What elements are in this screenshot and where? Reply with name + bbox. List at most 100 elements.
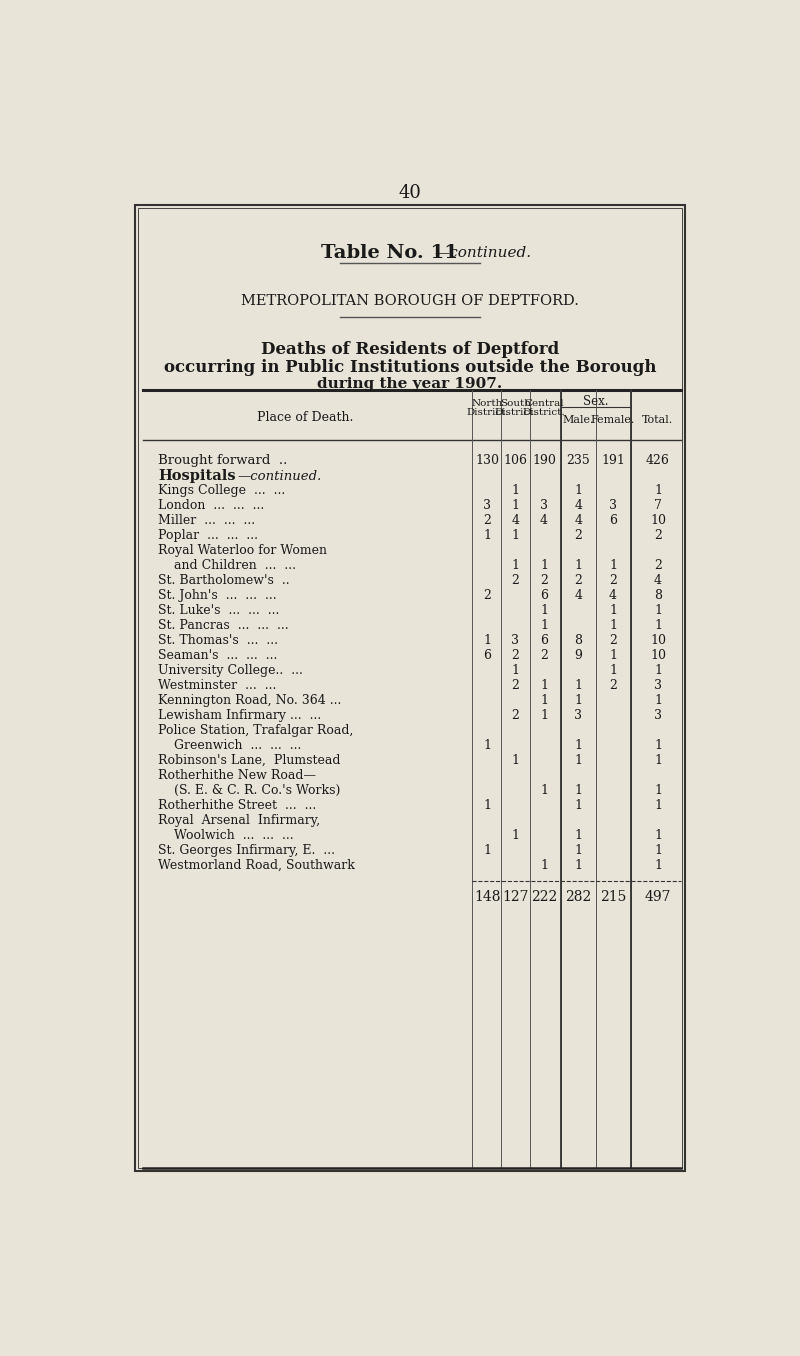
Text: Police Station, Trafalgar Road,: Police Station, Trafalgar Road,	[158, 724, 354, 738]
Text: 2: 2	[511, 679, 519, 692]
Text: 1: 1	[654, 845, 662, 857]
Text: Westmorland Road, Southwark: Westmorland Road, Southwark	[158, 860, 355, 872]
Text: 2: 2	[654, 529, 662, 542]
Text: Miller  ...  ...  ...: Miller ... ... ...	[158, 514, 255, 527]
Text: Total.: Total.	[642, 415, 674, 424]
Text: 215: 215	[600, 890, 626, 903]
Text: 1: 1	[654, 484, 662, 496]
Text: —continued.: —continued.	[435, 245, 532, 260]
Text: Sex.: Sex.	[583, 395, 608, 408]
Text: 8: 8	[654, 589, 662, 602]
Text: 1: 1	[574, 679, 582, 692]
Text: Central: Central	[524, 399, 564, 408]
Text: 148: 148	[474, 890, 501, 903]
Text: 7: 7	[654, 499, 662, 511]
Text: 1: 1	[483, 799, 491, 812]
Text: 1: 1	[511, 559, 519, 572]
Text: 1: 1	[511, 754, 519, 767]
Text: 1: 1	[511, 664, 519, 677]
Bar	[138, 209, 682, 1169]
Text: 1: 1	[540, 860, 548, 872]
Text: District.: District.	[494, 408, 537, 416]
Text: 426: 426	[646, 454, 670, 466]
Text: 3: 3	[511, 635, 519, 647]
Text: 1: 1	[609, 664, 617, 677]
Text: and Children  ...  ...: and Children ... ...	[158, 559, 296, 572]
Text: 235: 235	[566, 454, 590, 466]
Text: 6: 6	[540, 589, 548, 602]
Text: —continued.: —continued.	[238, 469, 322, 483]
Text: 1: 1	[574, 694, 582, 706]
Text: 1: 1	[654, 784, 662, 797]
Text: 2: 2	[540, 650, 548, 662]
Text: 1: 1	[574, 845, 582, 857]
Text: University College..  ...: University College.. ...	[158, 664, 303, 677]
Text: 9: 9	[574, 650, 582, 662]
Text: 1: 1	[540, 603, 548, 617]
Text: METROPOLITAN BOROUGH OF DEPTFORD.: METROPOLITAN BOROUGH OF DEPTFORD.	[241, 294, 579, 308]
Text: 40: 40	[398, 184, 422, 202]
Text: 2: 2	[540, 574, 548, 587]
Text: 2: 2	[511, 650, 519, 662]
Text: Poplar  ...  ...  ...: Poplar ... ... ...	[158, 529, 258, 542]
Text: 6: 6	[540, 635, 548, 647]
Text: 3: 3	[574, 709, 582, 721]
Text: Lewisham Infirmary ...  ...: Lewisham Infirmary ... ...	[158, 709, 322, 721]
Text: 8: 8	[574, 635, 582, 647]
Text: 1: 1	[574, 829, 582, 842]
Text: 1: 1	[654, 799, 662, 812]
Text: 4: 4	[574, 589, 582, 602]
Text: 10: 10	[650, 635, 666, 647]
Text: 2: 2	[654, 559, 662, 572]
Text: 1: 1	[574, 739, 582, 753]
Text: 1: 1	[574, 784, 582, 797]
Text: Westminster  ...  ...: Westminster ... ...	[158, 679, 277, 692]
Text: District.: District.	[466, 408, 509, 416]
Text: St. Georges Infirmary, E.  ...: St. Georges Infirmary, E. ...	[158, 845, 335, 857]
Text: 1: 1	[540, 784, 548, 797]
Text: 6: 6	[483, 650, 491, 662]
Text: 2: 2	[609, 574, 617, 587]
Text: 2: 2	[483, 589, 491, 602]
Text: 6: 6	[609, 514, 617, 527]
Text: St. John's  ...  ...  ...: St. John's ... ... ...	[158, 589, 277, 602]
Text: St. Thomas's  ...  ...: St. Thomas's ... ...	[158, 635, 278, 647]
Text: occurring in Public Institutions outside the Borough: occurring in Public Institutions outside…	[164, 359, 656, 376]
Text: during the year 1907.: during the year 1907.	[318, 377, 502, 391]
Text: Table No. 11: Table No. 11	[321, 244, 458, 262]
Text: Male.: Male.	[562, 415, 594, 424]
Text: St. Pancras  ...  ...  ...: St. Pancras ... ... ...	[158, 618, 289, 632]
Text: Robinson's Lane,  Plumstead: Robinson's Lane, Plumstead	[158, 754, 341, 767]
Text: 3: 3	[483, 499, 491, 511]
Text: St. Luke's  ...  ...  ...: St. Luke's ... ... ...	[158, 603, 279, 617]
Text: District.: District.	[522, 408, 566, 416]
Text: 130: 130	[475, 454, 499, 466]
Text: 1: 1	[540, 709, 548, 721]
Text: (S. E. & C. R. Co.'s Works): (S. E. & C. R. Co.'s Works)	[158, 784, 341, 797]
Text: 2: 2	[511, 709, 519, 721]
Text: 4: 4	[511, 514, 519, 527]
Text: 4: 4	[574, 514, 582, 527]
Text: 4: 4	[654, 574, 662, 587]
Text: Woolwich  ...  ...  ...: Woolwich ... ... ...	[158, 829, 294, 842]
Text: 1: 1	[574, 860, 582, 872]
Text: 2: 2	[574, 574, 582, 587]
Text: 4: 4	[540, 514, 548, 527]
Text: 1: 1	[540, 679, 548, 692]
Text: 2: 2	[574, 529, 582, 542]
Text: Hospitals: Hospitals	[158, 469, 236, 483]
Text: 3: 3	[654, 709, 662, 721]
Text: Female.: Female.	[591, 415, 635, 424]
Text: North: North	[472, 399, 503, 408]
Text: 1: 1	[654, 860, 662, 872]
Text: 1: 1	[483, 845, 491, 857]
Text: St. Bartholomew's  ..: St. Bartholomew's ..	[158, 574, 290, 587]
Text: South: South	[500, 399, 531, 408]
Text: 1: 1	[654, 694, 662, 706]
Text: 1: 1	[654, 603, 662, 617]
Text: 222: 222	[531, 890, 558, 903]
Text: Rotherhithe Street  ...  ...: Rotherhithe Street ... ...	[158, 799, 316, 812]
Text: Kings College  ...  ...: Kings College ... ...	[158, 484, 286, 496]
Text: Brought forward  ..: Brought forward ..	[158, 454, 287, 466]
Text: 1: 1	[654, 664, 662, 677]
